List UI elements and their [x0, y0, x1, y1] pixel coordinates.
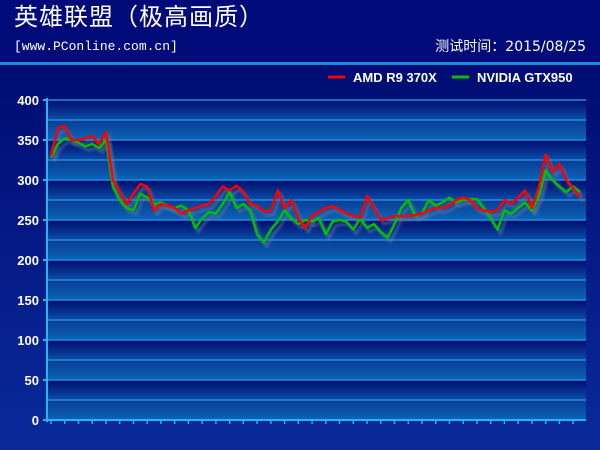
test-date: 测试时间：2015/08/25	[435, 39, 586, 55]
y-tick-label: 250	[17, 213, 39, 228]
y-tick-label: 400	[17, 93, 39, 108]
plot-band	[47, 160, 586, 180]
y-tick-label: 350	[17, 133, 39, 148]
legend-label-nvidia: NVIDIA GTX950	[477, 70, 573, 85]
y-tick-label: 200	[17, 253, 39, 268]
plot-band	[47, 240, 586, 260]
plot-band	[47, 360, 586, 380]
legend-label-amd: AMD R9 370X	[353, 70, 437, 85]
plot-band	[47, 140, 586, 160]
series-line-nvidia	[49, 137, 581, 244]
plot-band	[47, 220, 586, 240]
y-tick-label: 0	[32, 413, 39, 428]
plot-band	[47, 340, 586, 360]
legend: AMD R9 370X NVIDIA GTX950	[328, 70, 573, 85]
chart-title: 英雄联盟（极高画质）	[14, 3, 264, 31]
chart-header: 英雄联盟（极高画质） [www.PConline.com.cn] 测试时间：20…	[0, 0, 600, 62]
plot-band	[47, 180, 586, 200]
y-tick-label: 150	[17, 293, 39, 308]
source-label: [www.PConline.com.cn]	[14, 39, 178, 54]
plot-band	[47, 260, 586, 280]
y-tick-label: 100	[17, 333, 39, 348]
series-line-amd	[49, 125, 582, 230]
plot-band	[47, 280, 586, 300]
header-divider	[0, 62, 600, 65]
plot-band	[47, 380, 586, 400]
plot-band	[47, 400, 586, 420]
plot-band	[47, 100, 586, 120]
y-tick-label: 300	[17, 173, 39, 188]
y-tick-label: 50	[25, 373, 39, 388]
plot-band	[47, 320, 586, 340]
plot-band	[47, 120, 586, 140]
plot-band	[47, 300, 586, 320]
